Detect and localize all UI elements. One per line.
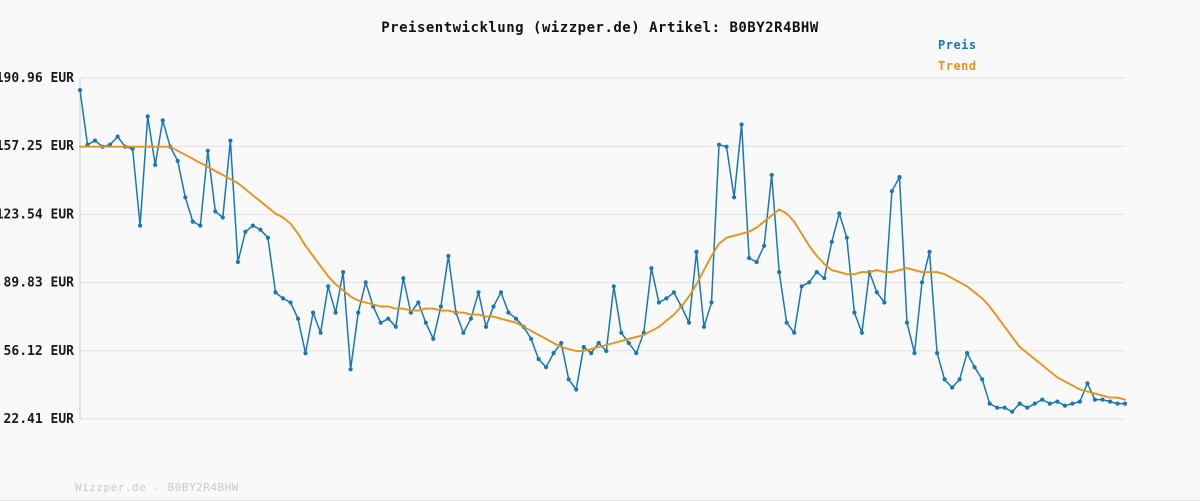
- watermark-text: Wizzper.de - B0BY2R4BHW: [75, 481, 239, 494]
- svg-text:56.12 EUR: 56.12 EUR: [4, 344, 75, 359]
- svg-text:157.25 EUR: 157.25 EUR: [0, 139, 74, 154]
- series-preis: [77, 88, 1128, 414]
- svg-text:22.41 EUR: 22.41 EUR: [4, 412, 75, 427]
- svg-text:123.54 EUR: 123.54 EUR: [0, 207, 74, 222]
- svg-text:89.83 EUR: 89.83 EUR: [4, 276, 75, 291]
- series-trend: [79, 145, 1126, 401]
- svg-text:190.96 EUR: 190.96 EUR: [0, 71, 74, 86]
- legend-item-trend: Trend: [938, 59, 977, 73]
- legend-item-preis: Preis: [938, 38, 977, 52]
- gridlines: [80, 77, 1125, 420]
- chart-legend: Preis Trend: [938, 38, 977, 73]
- chart-title: Preisentwicklung (wizzper.de) Artikel: B…: [381, 20, 819, 36]
- y-tick-labels: 190.96 EUR 157.25 EUR 123.54 EUR 89.83 EUR 5…: [0, 71, 74, 427]
